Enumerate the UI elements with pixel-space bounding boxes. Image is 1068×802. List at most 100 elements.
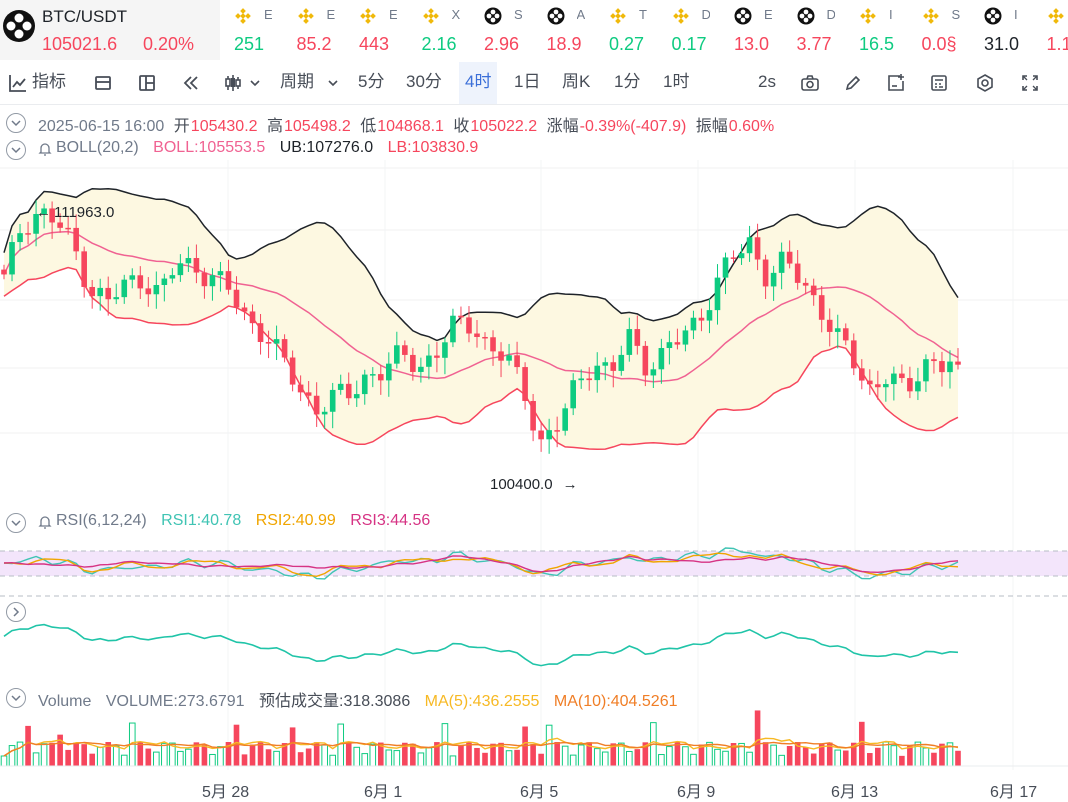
candle-body [234,290,240,308]
volume-bar [9,746,15,766]
candle-body [266,342,272,344]
candle-body [538,431,544,440]
candle-body [931,359,937,361]
candle-body [851,340,857,368]
candle-body [651,369,657,375]
collapse-toggle-icon[interactable] [6,140,26,160]
high-price-marker: ←111963.0 [36,204,119,221]
candle-body [186,258,192,263]
volume-bar [594,749,600,766]
high-label: 高 [267,118,283,135]
expand-toggle-icon[interactable] [6,602,26,622]
candle-body [747,237,753,253]
candle-body [530,401,536,431]
volume-bar [322,745,328,766]
candle-body [274,339,280,344]
volume-bar [298,752,304,766]
candle-body [843,328,849,340]
low-price-marker: 100400.0→ [490,476,583,493]
candle-body [210,275,216,286]
candle-body [643,346,649,376]
volume-bar [250,745,256,766]
volume-bar [354,747,360,766]
candle-body [739,253,745,258]
candle-body [795,264,801,283]
volume-bar [907,745,913,766]
volume-bar [875,748,881,766]
volume-bar [41,744,47,766]
candle-body [129,275,135,279]
candle-body [290,358,296,385]
candle-body [490,337,496,351]
volume-name: Volume [38,693,91,710]
candle-body [9,242,15,274]
volume-bar [1,756,7,766]
collapse-toggle-icon[interactable] [6,688,26,708]
candle-body [755,237,761,259]
x-axis-label: 6月 1 [364,778,402,802]
x-axis-label: 6月 9 [677,778,715,802]
volume-bar [691,754,697,766]
volume-bar [65,750,71,766]
candle-body [554,430,560,432]
candle-body [146,288,152,294]
candle-body [97,288,103,296]
open-label: 开 [174,118,190,135]
volume-bar [659,755,665,766]
change-value: -0.39%(-407.9) [580,118,687,135]
volume-bar [482,753,488,766]
candle-body [771,273,777,287]
volume-bar [186,749,192,766]
candle-body [947,362,953,373]
volume-bar [330,755,336,766]
volume-bar [779,755,785,766]
candle-body [699,318,705,321]
candle-body [258,323,264,342]
close-value: 105022.2 [470,118,537,135]
collapse-toggle-icon[interactable] [6,513,26,533]
collapse-toggle-icon[interactable] [6,113,26,133]
arrow-right-icon: → [563,476,578,493]
candle-body [105,288,111,299]
volume-bar [113,746,119,766]
candle-body [434,356,440,358]
volume-bar [17,742,23,766]
low-value: 104868.1 [377,118,444,135]
volume-bar [137,742,143,766]
candle-body [907,378,913,391]
volume-bar [146,749,152,766]
x-axis-label: 6月 5 [520,778,558,802]
low-label: 低 [360,118,376,135]
candle-body [915,381,921,391]
rsi-name: RSI(6,12,24) [56,512,147,529]
volume-bar [386,750,392,766]
volume-bar [627,751,633,766]
bell-icon[interactable] [37,514,53,530]
volume-bar [33,753,39,766]
volume-bar [530,744,536,766]
candle-body [763,260,769,287]
candle-body [282,339,288,357]
candle-body [955,362,961,365]
candle-body [113,297,119,299]
x-axis-label: 5月 28 [202,778,249,802]
volume-bar [450,756,456,766]
bell-icon[interactable] [37,141,53,157]
candle-body [25,233,31,235]
volume-bar [306,749,312,766]
rsi1-value: RSI1:40.78 [161,512,241,529]
volume-bar [578,745,584,766]
volume-bar [570,755,576,766]
candle-body [715,278,721,311]
candle-body [362,375,368,395]
volume-bar [835,750,841,766]
volume-bar [867,753,873,766]
candle-body [370,374,376,376]
candle-body [418,367,424,372]
candle-body [242,307,248,311]
candle-body [330,390,336,412]
volume-bar [803,747,809,766]
volume-bar [202,745,208,766]
boll-legend: BOLL(20,2) BOLL:105553.5 UB:107276.0 LB:… [56,139,483,157]
candle-body [137,275,143,288]
